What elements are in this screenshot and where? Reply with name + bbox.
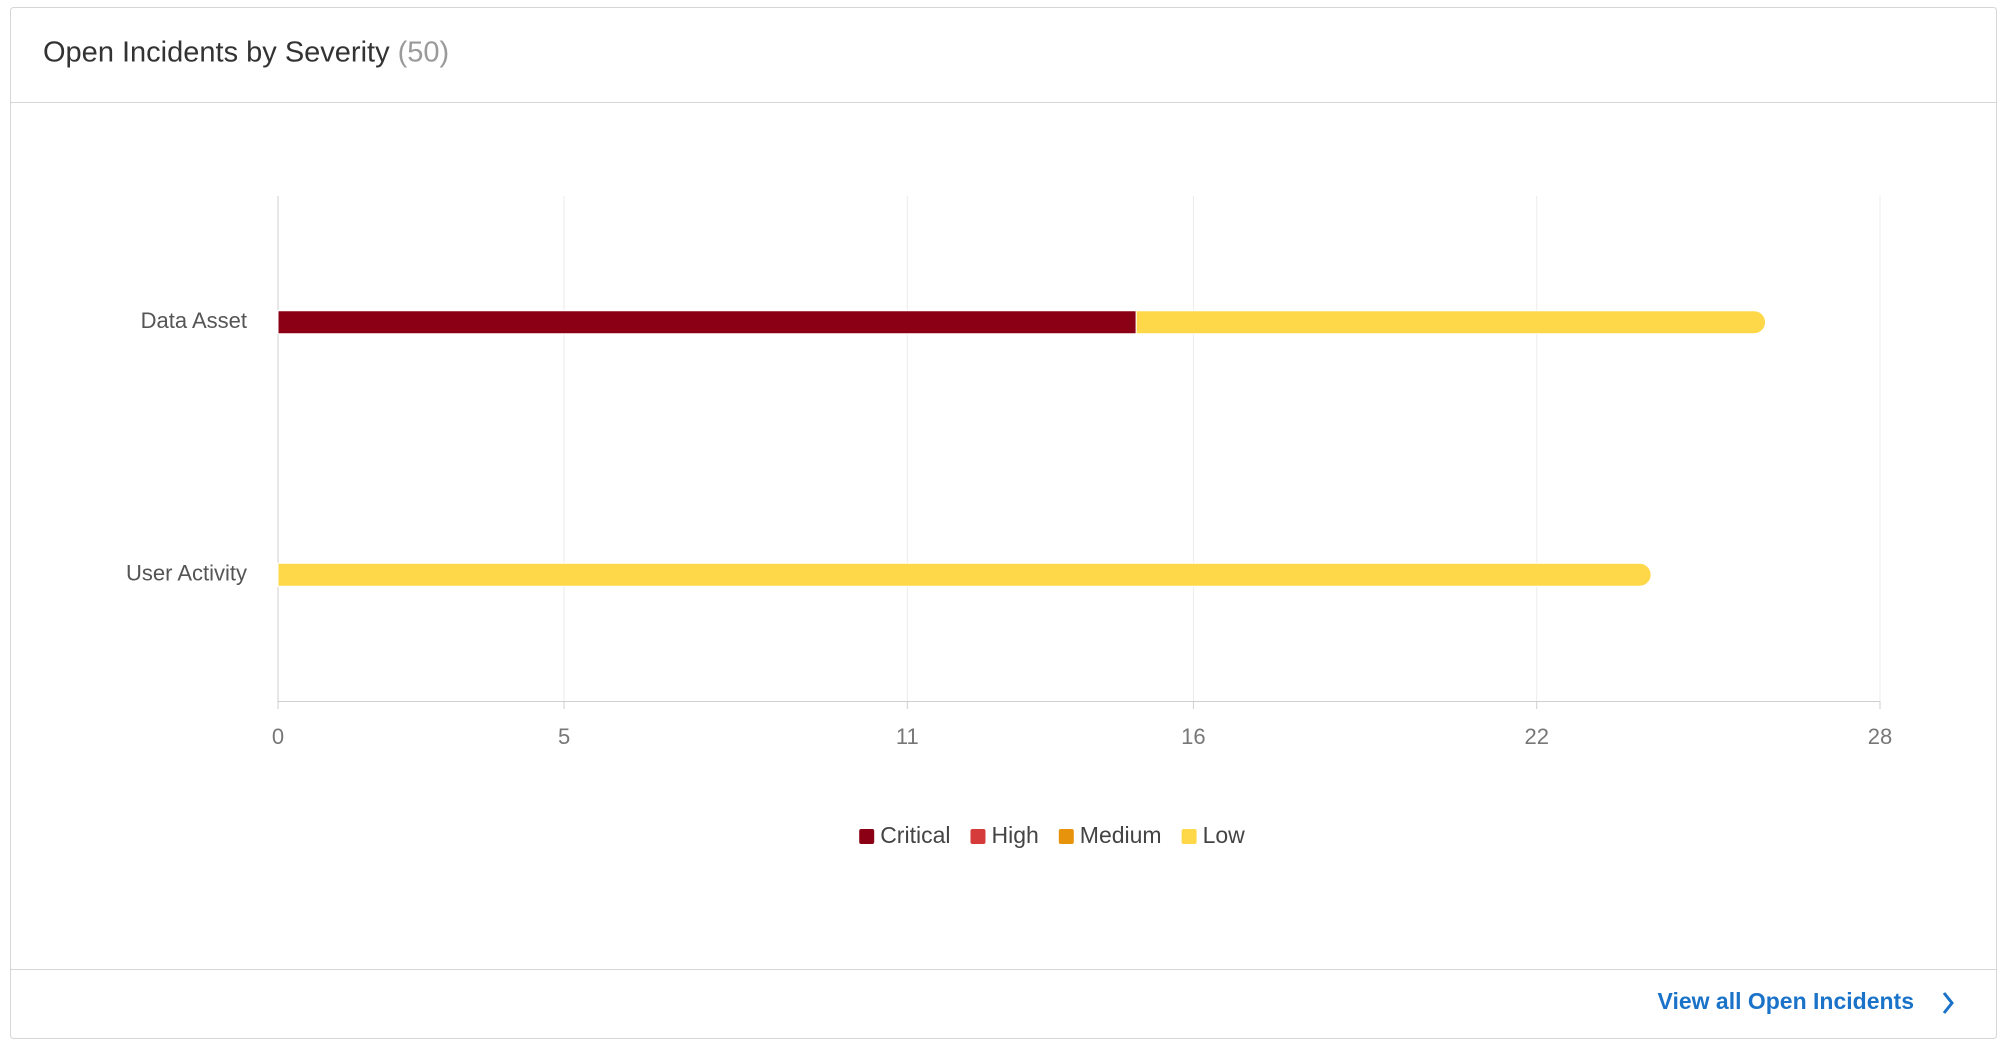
legend-label: Critical: [880, 822, 950, 848]
x-tick-label: 28: [1868, 724, 1892, 749]
incident-count: (50): [398, 37, 450, 69]
card: [10, 7, 1997, 1039]
legend-swatch: [859, 829, 875, 844]
legend-swatch: [970, 829, 986, 844]
x-tick-label: 0: [272, 724, 284, 749]
legend-label: Low: [1203, 822, 1246, 848]
y-tick-label: Data Asset: [141, 308, 247, 333]
x-tick-label: 16: [1181, 724, 1205, 749]
view-all-link[interactable]: View all Open Incidents: [1658, 988, 1914, 1014]
x-tick-label: 22: [1524, 724, 1548, 749]
legend-swatch: [1058, 829, 1074, 844]
bar-segment: [277, 310, 1137, 335]
legend-label: Medium: [1080, 822, 1162, 848]
legend-label: High: [991, 822, 1038, 848]
x-tick-label: 11: [896, 724, 919, 749]
widget-title: Open Incidents by Severity: [43, 37, 390, 69]
chevron-icon[interactable]: [1942, 992, 1954, 1014]
legend-swatch: [1181, 829, 1197, 844]
bar-segment: [1135, 310, 1766, 335]
bar-segment: [277, 562, 1652, 587]
y-tick-label: User Activity: [126, 561, 247, 586]
x-tick-label: 5: [558, 724, 570, 749]
